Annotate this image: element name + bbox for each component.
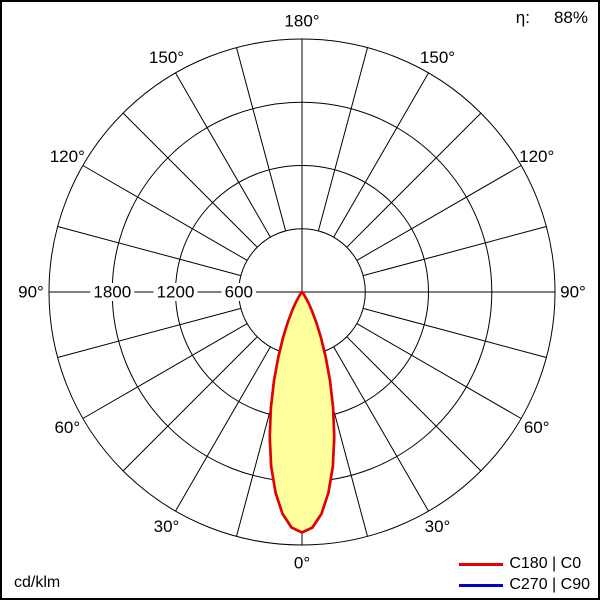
angle-label: 90° xyxy=(18,283,44,302)
unit-label: cd/klm xyxy=(14,574,61,591)
grid-spoke xyxy=(346,112,482,248)
angle-label: 150° xyxy=(149,48,184,67)
grid-spoke xyxy=(356,165,522,261)
angle-label: 30° xyxy=(154,517,180,536)
legend: C180 | C0 C270 | C90 xyxy=(459,555,590,594)
grid-spoke xyxy=(333,346,429,512)
angle-label: 120° xyxy=(519,147,554,166)
grid-spoke xyxy=(122,112,258,248)
grid-spoke xyxy=(346,336,482,472)
grid-spoke xyxy=(317,47,368,232)
legend-line-c90 xyxy=(459,583,504,587)
angle-label: 30° xyxy=(425,517,451,536)
grid-spoke xyxy=(236,47,287,232)
radial-label-bg xyxy=(90,283,135,301)
grid-spoke xyxy=(57,226,242,277)
radial-label-bg xyxy=(153,283,198,301)
grid-spoke xyxy=(356,323,522,419)
grid-spoke xyxy=(333,72,429,238)
radial-tick-label: 1200 xyxy=(157,283,195,302)
legend-label-c0: C180 | C0 xyxy=(509,555,582,572)
angle-label: 180° xyxy=(284,12,319,31)
grid-spoke xyxy=(362,226,547,277)
grid-spoke xyxy=(82,165,248,261)
radial-label-bg xyxy=(221,283,256,301)
grid-spoke xyxy=(57,307,242,358)
angle-label: 120° xyxy=(50,147,85,166)
radial-tick-label: 600 xyxy=(225,283,253,302)
grid-spoke xyxy=(175,72,271,238)
efficiency-readout: η: 88% xyxy=(516,8,588,28)
grid-spoke xyxy=(122,336,258,472)
angle-label: 150° xyxy=(420,48,455,67)
angle-label: 0° xyxy=(294,554,310,573)
grid-spoke xyxy=(175,346,271,512)
legend-line-c0 xyxy=(459,562,504,566)
radial-tick-label: 1800 xyxy=(93,283,131,302)
legend-label-c90: C270 | C90 xyxy=(509,576,590,593)
grid-spoke xyxy=(362,307,547,358)
angle-label: 60° xyxy=(524,418,550,437)
grid-spoke xyxy=(82,323,248,419)
efficiency-value: 88% xyxy=(553,8,588,27)
angle-label: 60° xyxy=(54,418,80,437)
angle-label: 90° xyxy=(560,283,586,302)
legend-item-c0: C180 | C0 xyxy=(459,555,581,573)
efficiency-label: η: xyxy=(515,8,530,27)
beam-lobe-c180-c0 xyxy=(268,290,336,534)
legend-item-c90: C270 | C90 xyxy=(459,576,590,594)
